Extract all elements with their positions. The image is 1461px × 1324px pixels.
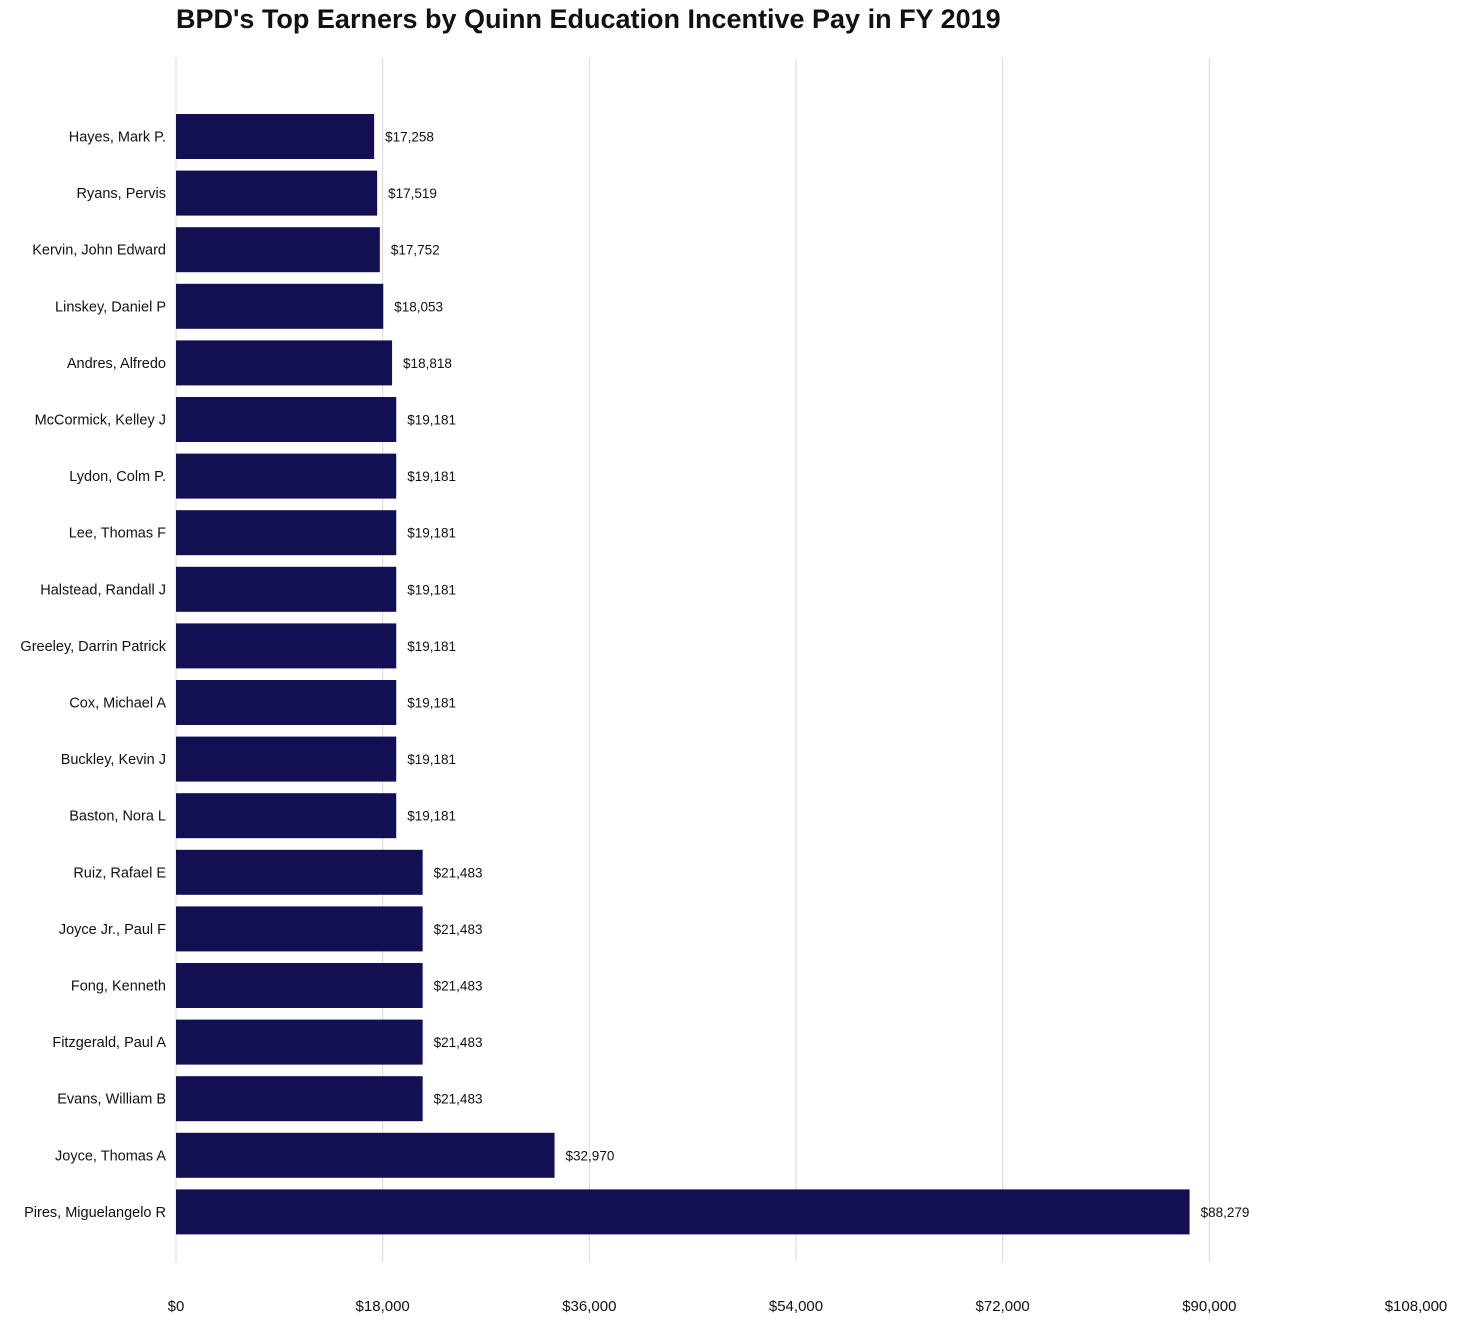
x-tick-label: $72,000 [976,1298,1030,1315]
bar [176,340,393,386]
bar [176,623,397,669]
category-label: McCormick, Kelley J [35,413,166,429]
bar [176,170,378,216]
value-labels: $17,258 $17,519 $17,752 $18,053 $18,818 $19,1… [385,130,1249,1220]
data-label: $18,053 [394,299,443,314]
category-label: Linskey, Daniel P [55,299,166,315]
data-label: $19,181 [407,582,456,597]
category-label: Lydon, Colm P. [69,469,166,485]
category-label: Joyce Jr., Paul F [59,922,166,938]
data-label: $19,181 [407,526,456,541]
data-label: $19,181 [407,752,456,767]
category-label: Fitzgerald, Paul A [52,1035,166,1051]
bar [176,793,397,839]
data-label: $21,483 [434,865,483,880]
category-label: Ryans, Pervis [77,186,166,202]
data-label: $21,483 [434,979,483,994]
data-label: $19,181 [407,696,456,711]
category-label: Lee, Thomas F [69,526,166,542]
bar [176,566,397,612]
x-tick-label: $18,000 [356,1298,410,1315]
category-label: Fong, Kenneth [71,979,166,995]
category-label: Halstead, Randall J [40,582,166,598]
bar [176,1019,423,1065]
bar [176,283,384,329]
bar [176,453,397,499]
bar [176,114,375,159]
category-label: Cox, Michael A [69,696,166,712]
data-label: $17,752 [391,243,440,258]
bar [176,1189,1190,1235]
data-label: $21,483 [434,1092,483,1107]
data-label: $21,483 [434,922,483,937]
category-label: Joyce, Thomas A [55,1148,166,1164]
category-labels: Hayes, Mark P. Ryans, Pervis Kervin, John … [20,130,166,1221]
data-label: $17,519 [388,186,437,201]
data-label: $18,818 [403,356,452,371]
data-label: $19,181 [407,639,456,654]
category-label: Ruiz, Rafael E [73,865,166,881]
category-label: Pires, Miguelangelo R [24,1205,166,1221]
x-tick-label: $54,000 [769,1298,823,1315]
bar [176,736,397,782]
chart-title: BPD's Top Earners by Quinn Education Inc… [176,4,1001,34]
data-label: $17,258 [385,130,434,145]
x-axis-ticks: $0 $18,000 $36,000 $54,000 $72,000 $90,000 $10… [168,1298,1448,1315]
category-label: Andres, Alfredo [67,356,166,372]
bar [176,906,423,952]
data-label: $19,181 [407,809,456,824]
bar [176,963,423,1008]
data-label: $21,483 [434,1035,483,1050]
data-label: $32,970 [566,1148,615,1163]
category-label: Baston, Nora L [69,809,166,825]
x-tick-label: $90,000 [1182,1298,1236,1315]
x-tick-label: $108,000 [1385,1298,1448,1315]
category-label: Kervin, John Edward [32,243,166,259]
bar [176,510,397,556]
bar [176,397,397,442]
bar [176,680,397,725]
data-label: $19,181 [407,469,456,484]
bar [176,849,423,895]
data-label: $88,279 [1201,1205,1250,1220]
category-label: Greeley, Darrin Patrick [20,639,166,655]
data-label: $19,181 [407,413,456,428]
category-label: Hayes, Mark P. [69,130,166,146]
bar [176,227,380,273]
category-label: Buckley, Kevin J [61,752,166,768]
category-label: Evans, William B [57,1092,166,1108]
bar [176,1132,555,1178]
bars [176,114,1190,1235]
x-tick-label: $36,000 [562,1298,616,1315]
x-tick-label: $0 [168,1298,185,1315]
bar [176,1076,423,1122]
